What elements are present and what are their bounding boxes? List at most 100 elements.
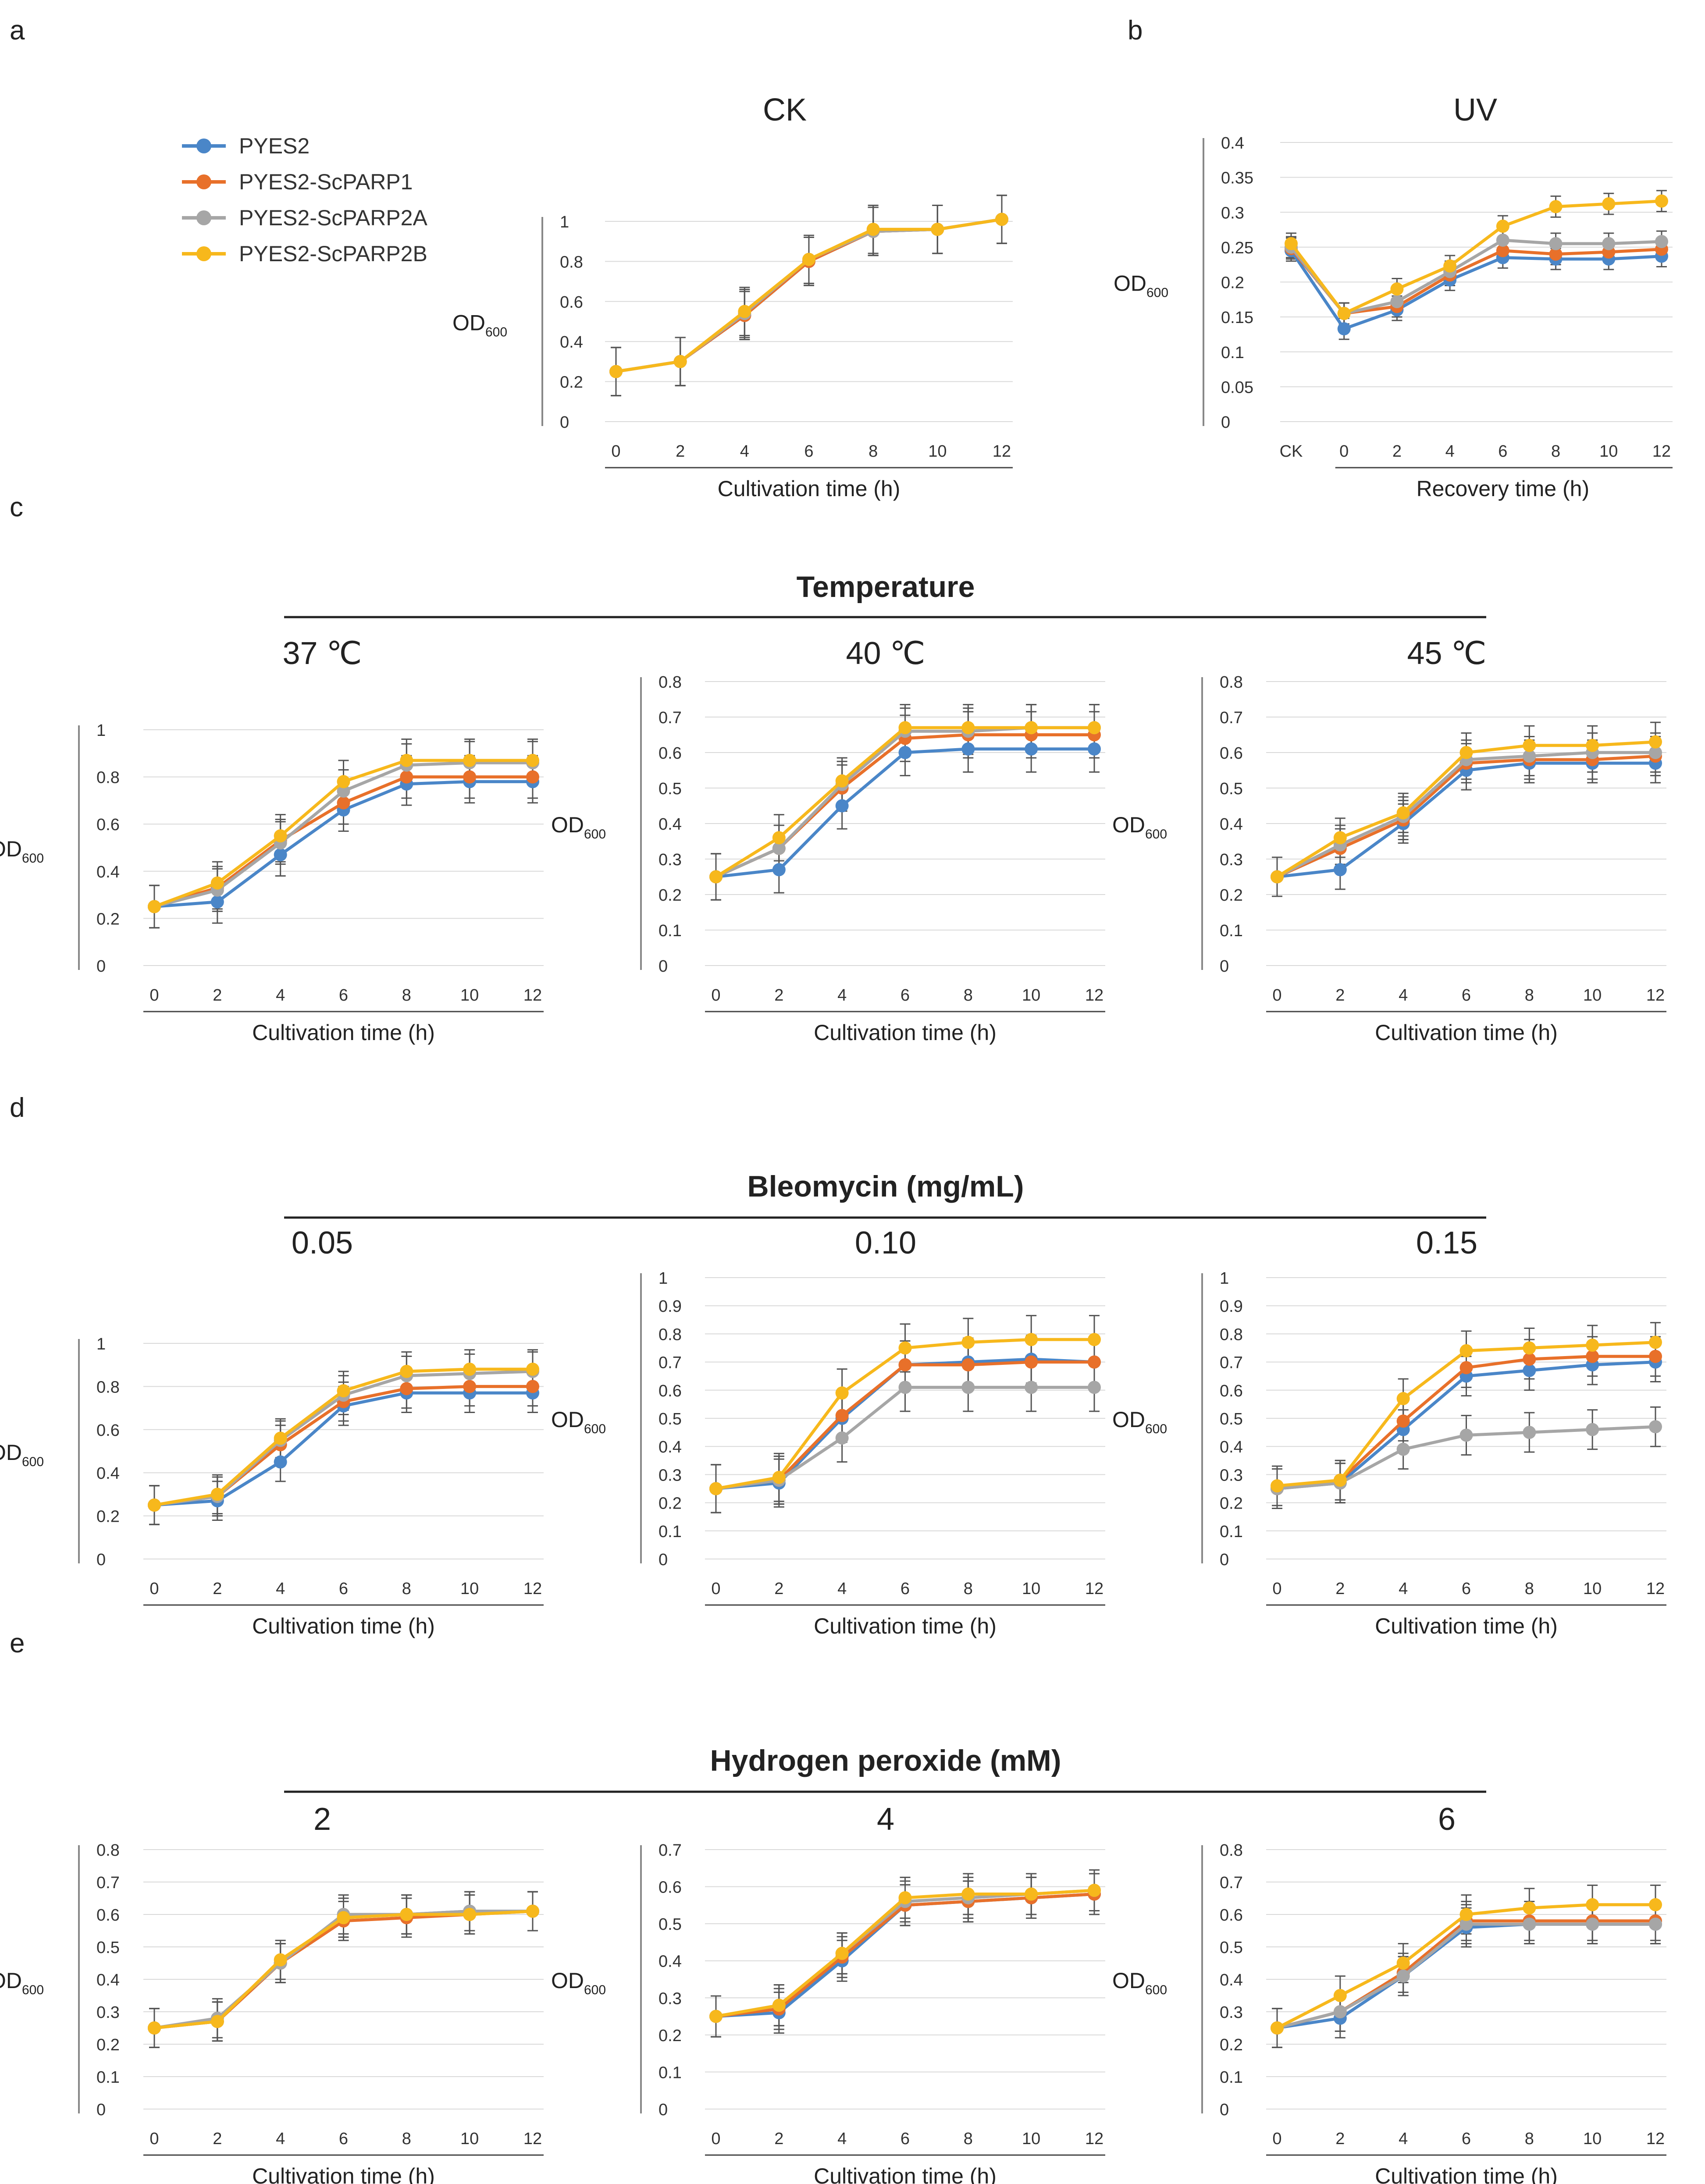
data-point	[1649, 1420, 1662, 1434]
data-point	[1390, 295, 1404, 309]
panel-letter-c: c	[10, 492, 23, 522]
data-point	[274, 848, 287, 862]
y-tick-label: 0.2	[96, 2036, 120, 2054]
y-axis-label-main: OD	[551, 1407, 584, 1432]
y-tick-label: 0.2	[659, 2027, 682, 2045]
y-tick-label: 0.4	[1220, 1438, 1243, 1456]
y-tick-label: 0.6	[659, 1382, 682, 1400]
data-point	[1025, 1887, 1038, 1901]
data-point	[526, 1363, 539, 1376]
legend-label: PYES2	[239, 134, 310, 158]
x-tick-label: 12	[1085, 2130, 1103, 2148]
y-tick-label: 0.4	[659, 1438, 682, 1456]
data-point	[772, 831, 786, 845]
chart-title: 37 ℃	[283, 636, 362, 671]
x-tick-label: 12	[1085, 1580, 1103, 1598]
data-point	[274, 1455, 287, 1469]
x-tick-label: 12	[523, 1580, 542, 1598]
series-pyes2-scparp2b	[1285, 194, 1668, 320]
x-tick-label: 10	[1022, 986, 1040, 1005]
y-tick-label: 0.9	[1220, 1297, 1243, 1316]
series-pyes2-scparp2b	[1271, 1898, 1662, 2035]
data-point	[1459, 1344, 1473, 1357]
x-tick-label: 6	[901, 1580, 910, 1598]
panel-letter-d: d	[10, 1093, 25, 1123]
y-tick-label: 0.2	[560, 373, 583, 392]
y-tick-label: 0.25	[1221, 239, 1253, 257]
panel-letter-a: a	[10, 15, 25, 46]
x-axis-label: Cultivation time (h)	[252, 1614, 435, 1638]
y-axis-label-subscript: 600	[22, 1983, 44, 1997]
data-point	[337, 784, 350, 798]
y-tick-label: 0.9	[659, 1297, 682, 1316]
series-pyes2-scparp2b	[709, 1333, 1101, 1495]
data-point	[995, 213, 1008, 226]
data-point	[1025, 1333, 1038, 1346]
y-axis-label-subscript: 600	[584, 1983, 606, 1997]
chart-title: 6	[1438, 1802, 1456, 1837]
data-point	[772, 863, 786, 877]
data-point	[1333, 2005, 1347, 2018]
series-pyes2-scparp2b	[148, 1363, 539, 1512]
y-tick-label: 0.2	[659, 886, 682, 905]
y-tick-label: 0.5	[96, 1939, 120, 1957]
chart-c1: 0 0.2 0.4 0.6 0.8 1 OD600 0 2 4 6 8 10 12 Cultivation …	[0, 636, 544, 1045]
y-axis-label-main: OD	[1112, 1968, 1145, 1993]
y-axis-label-subscript: 600	[22, 1455, 44, 1469]
x-tick-label: 10	[1583, 986, 1602, 1005]
data-point	[1649, 1335, 1662, 1349]
y-tick-label: 0.6	[96, 1906, 120, 1925]
x-tick-label: 6	[1498, 442, 1507, 461]
y-tick-label: 0.7	[1220, 1354, 1243, 1372]
y-tick-label: 0.3	[659, 1466, 682, 1484]
y-tick-label: 0.3	[1220, 851, 1243, 869]
y-tick-label: 0.4	[659, 815, 682, 834]
y-tick-label: 0.8	[1220, 1841, 1243, 1860]
chart-a: 0 0.2 0.4 0.6 0.8 1 OD600 0 2 4 6 8 10 12 Cultivation …	[452, 92, 1013, 501]
x-tick-label: 8	[402, 2130, 411, 2148]
data-point	[1443, 259, 1457, 273]
data-point	[1025, 742, 1038, 756]
x-tick-label: 6	[339, 1580, 348, 1598]
group-title-bleomycin: Bleomycin (mg/mL)	[747, 1170, 1024, 1203]
x-tick-label: 0	[1272, 986, 1281, 1005]
data-point	[1459, 1918, 1473, 1931]
x-tick-label: 12	[1085, 986, 1103, 1005]
y-tick-label: 0.2	[96, 910, 120, 928]
y-tick-label: 0	[1221, 413, 1230, 432]
panel-letter-b: b	[1128, 15, 1143, 46]
data-point	[931, 223, 944, 236]
x-tick-label: 10	[460, 986, 479, 1005]
data-point	[1337, 307, 1351, 320]
data-point	[1271, 870, 1284, 884]
x-tick-label: 12	[523, 2130, 542, 2148]
x-tick-label: 4	[276, 2130, 285, 2148]
data-point	[898, 746, 912, 759]
x-tick-label: 4	[837, 2130, 847, 2148]
y-tick-label: 0.5	[1220, 780, 1243, 798]
x-tick-label: 8	[964, 2130, 973, 2148]
data-point	[210, 876, 224, 890]
data-point	[1496, 244, 1509, 257]
data-point	[1549, 200, 1563, 213]
y-tick-label: 0.8	[1220, 1325, 1243, 1344]
data-point	[1655, 235, 1668, 249]
data-point	[526, 1380, 539, 1393]
data-point	[709, 2010, 723, 2023]
y-tick-label: 0.15	[1221, 309, 1253, 327]
data-point	[835, 1386, 849, 1400]
chart-d1: 0 0.2 0.4 0.6 0.8 1 OD600 0 2 4 6 8 10 12 Cultivation …	[0, 1225, 544, 1638]
chart-e3: 0 0.1 0.2 0.3 0.4 0.5 0.6 0.7 0.8 OD600 0 2 4 6 8 10 12 C…	[1112, 1802, 1666, 2184]
legend-label: PYES2-ScPARP1	[239, 170, 413, 194]
x-tick-label: 10	[1022, 1580, 1040, 1598]
data-point	[835, 1946, 849, 1960]
y-tick-label: 0.8	[659, 1325, 682, 1344]
data-point	[463, 770, 477, 784]
y-tick-label: 0	[659, 957, 668, 976]
data-point	[898, 1381, 912, 1394]
y-tick-label: 0.3	[1221, 204, 1244, 222]
x-tick-label: 6	[901, 2130, 910, 2148]
y-axis-label-subscript: 600	[485, 325, 507, 340]
data-point	[1396, 1414, 1410, 1428]
